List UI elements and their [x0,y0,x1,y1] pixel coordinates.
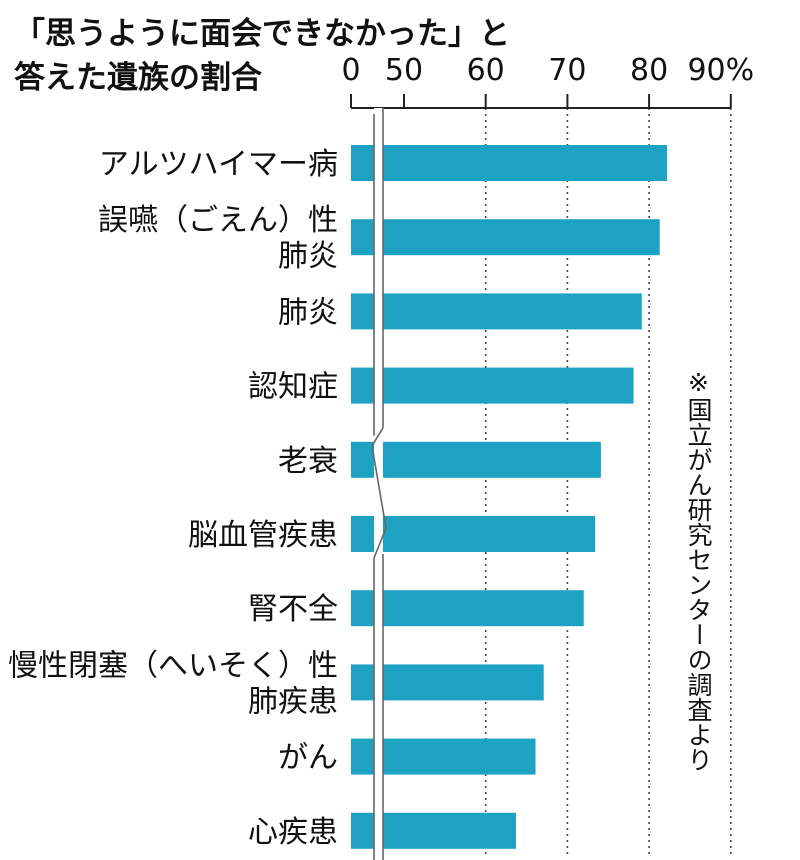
bar [351,145,668,181]
bar [351,293,642,330]
bar [351,516,596,552]
chart-title-line-2: 答えた遺族の割合 [14,60,262,96]
x-axis: 0 50 60 70 80 90% [341,53,754,109]
category-label: がん [278,741,338,776]
bar [351,441,601,478]
bar [351,590,584,627]
bar [351,219,660,256]
bar [351,367,634,404]
x-tick-label: 60 [467,53,505,88]
category-label: 心疾患 [248,815,338,850]
chart-title-line-1: 「思うように面会できなかった」と [14,16,510,52]
category-label: 肺炎 [278,295,338,330]
category-label: 肺疾患 [248,684,338,719]
x-tick-label: 0 [341,53,360,88]
x-tick-label: 80 [630,53,668,88]
source-note: ※国立がん研究センターの調査より [684,368,713,772]
category-label: 老衰 [278,444,338,479]
x-tick-label: 50 [385,53,423,88]
category-label: 誤嚥（ごえん）性 [98,203,338,238]
category-label: 肺炎 [278,239,338,274]
x-tick-label: 90% [687,53,754,88]
category-label: 脳血管疾患 [188,518,338,553]
axis-break-zigzag [371,427,387,559]
category-label: 慢性閉塞（へいそく）性 [8,648,338,683]
category-labels: アルツハイマー病誤嚥（ごえん）性肺炎肺炎認知症老衰脳血管疾患腎不全慢性閉塞（へい… [8,147,338,850]
category-label: アルツハイマー病 [99,147,338,182]
category-label: 腎不全 [248,592,338,627]
category-label: 認知症 [248,370,338,405]
bars [351,145,668,849]
axis-break-mark [371,108,387,860]
x-tick-label: 70 [548,53,586,88]
gridlines [484,108,732,857]
